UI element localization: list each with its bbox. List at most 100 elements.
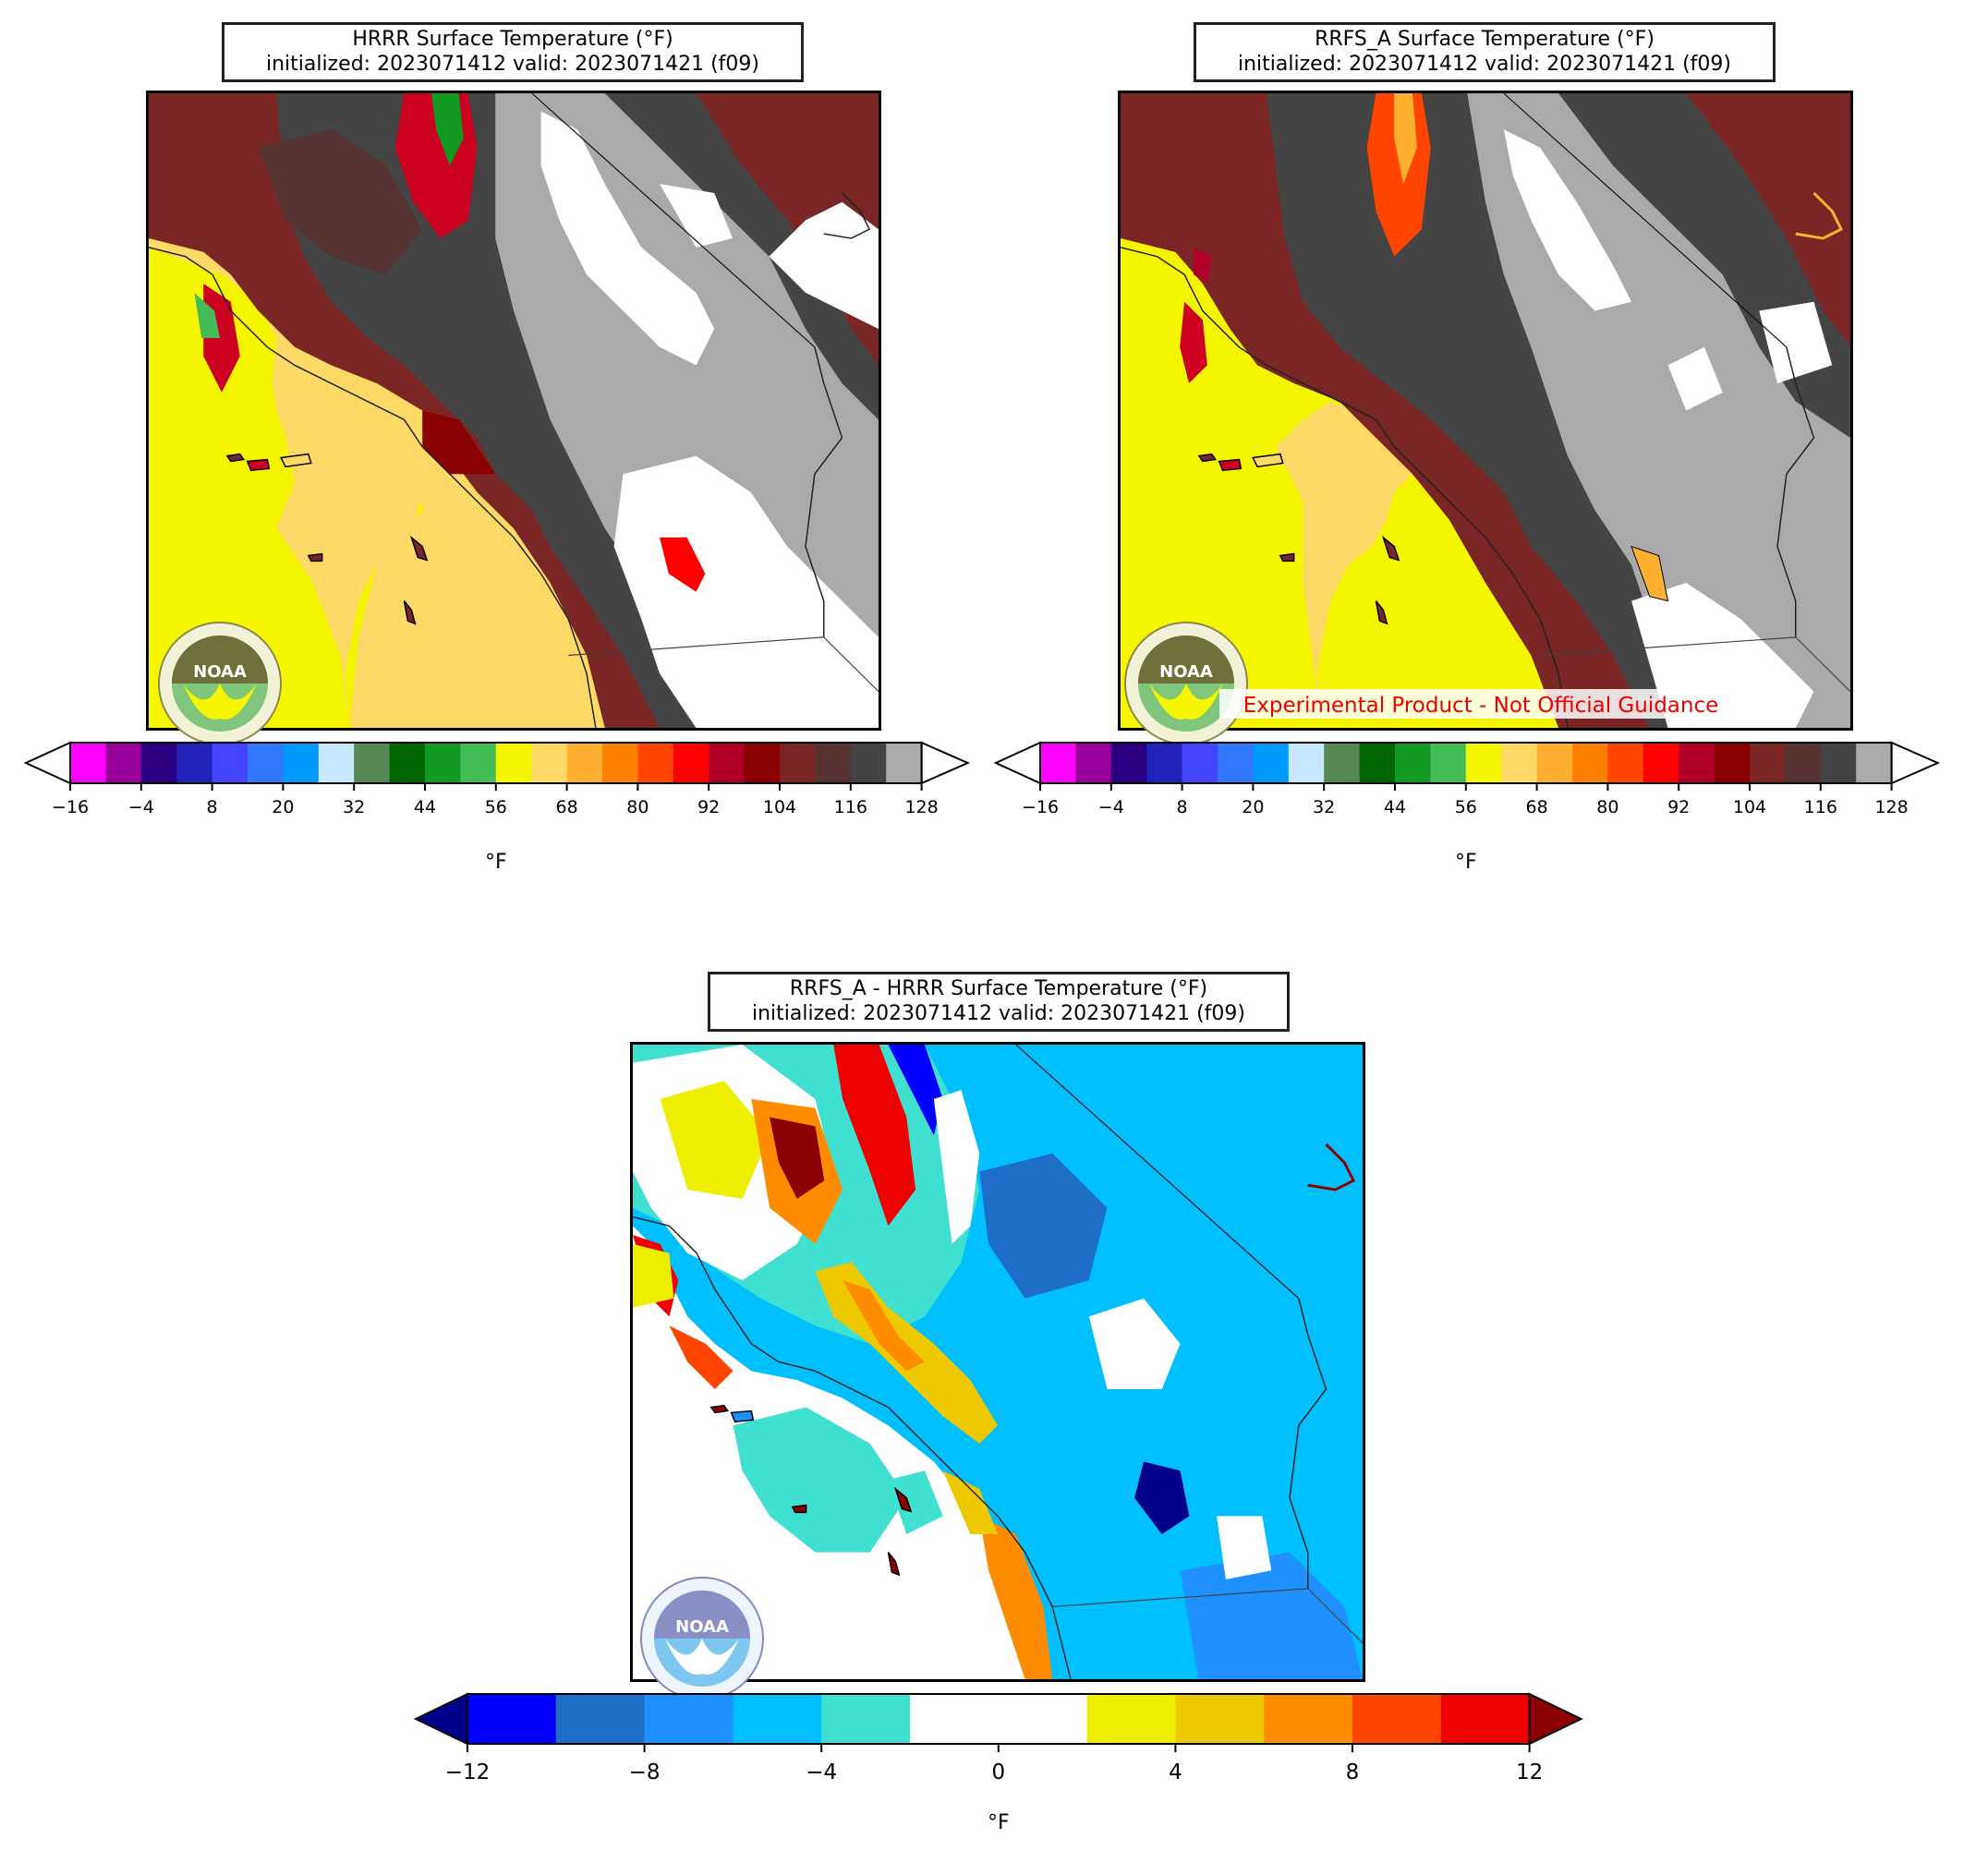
colorbar-tick-label: 104 — [763, 797, 796, 817]
colorbar-swatch — [637, 743, 674, 783]
colorbar-swatch — [644, 1694, 733, 1744]
colorbar-swatch — [566, 743, 603, 783]
colorbar-swatch — [850, 743, 887, 783]
colorbar-swatch — [467, 1694, 557, 1744]
colorbar-swatch — [318, 743, 355, 783]
colorbar-swatch — [1324, 743, 1361, 783]
rrfs-title-box: RRFS_A Surface Temperature (°F) initiali… — [1194, 22, 1776, 82]
colorbar-swatch — [212, 743, 248, 783]
colorbar-swatch — [1785, 743, 1822, 783]
colorbar-swatch — [780, 743, 816, 783]
noaa-logo-text: NOAA — [1159, 662, 1213, 682]
colorbar-swatch — [1820, 743, 1857, 783]
colorbar-swatch — [1288, 743, 1325, 783]
colorbar-swatch — [140, 743, 177, 783]
noaa-logo-hrrr: NOAA — [158, 622, 282, 745]
colorbar-swatch — [821, 1694, 911, 1744]
colorbar-swatch — [1501, 743, 1538, 783]
over-triangle — [920, 741, 971, 785]
diff-title-box: RRFS_A - HRRR Surface Temperature (°F) i… — [708, 972, 1290, 1032]
colorbar-swatch — [1536, 743, 1573, 783]
colorbar-swatch — [1572, 743, 1608, 783]
colorbar-tick-label: 80 — [1596, 797, 1618, 817]
colorbar-tick-label: −8 — [629, 1760, 661, 1784]
colorbar-tick-label: 44 — [1384, 797, 1406, 817]
colorbar-swatch — [1253, 743, 1290, 783]
colorbar-tick-label: 8 — [207, 797, 218, 817]
hrrr-subtitle: initialized: 2023071412 valid: 202307142… — [266, 53, 759, 76]
colorbar-swatch — [1714, 743, 1751, 783]
colorbar-swatch — [1075, 743, 1112, 783]
over-triangle — [1890, 741, 1941, 785]
colorbar-tick-label: 128 — [1874, 797, 1908, 817]
colorbar-swatch — [460, 743, 497, 783]
diff-colorbar: −12 −8 −4 0 4 8 12 °F — [413, 1690, 1583, 1834]
colorbar-unit: °F — [485, 851, 507, 874]
colorbar-swatch — [495, 743, 532, 783]
diff-subtitle: initialized: 2023071412 valid: 202307142… — [752, 1002, 1245, 1025]
colorbar-swatch — [1110, 743, 1147, 783]
colorbar-tick-label: 116 — [834, 797, 867, 817]
experimental-banner-text: Experimental Product - Not Official Guid… — [1243, 694, 1719, 718]
colorbar-swatch — [1182, 743, 1218, 783]
colorbar-tick-label: 8 — [1346, 1760, 1360, 1784]
colorbar-tick-label: 4 — [1169, 1760, 1182, 1784]
colorbar-swatch — [105, 743, 142, 783]
colorbar-swatch — [176, 743, 213, 783]
noaa-logo-diff: NOAA — [640, 1577, 764, 1700]
colorbar-tick-label: 56 — [485, 797, 507, 817]
colorbar-tick-label: 68 — [556, 797, 578, 817]
colorbar-tick-label: 20 — [272, 797, 294, 817]
colorbar-swatch — [1440, 1694, 1531, 1744]
colorbar-swatch — [283, 743, 320, 783]
colorbar-tick-label: 32 — [1313, 797, 1335, 817]
colorbar-tick-label: 56 — [1455, 797, 1477, 817]
colorbar-tick-label: 32 — [343, 797, 365, 817]
colorbar-unit: °F — [988, 1811, 1010, 1834]
noaa-logo-text: NOAA — [675, 1617, 729, 1637]
colorbar-tick-label: −4 — [1098, 797, 1124, 817]
colorbar-swatch — [1264, 1694, 1353, 1744]
colorbar-swatch — [354, 743, 391, 783]
colorbar-swatch — [673, 743, 709, 783]
colorbar-unit: °F — [1455, 851, 1477, 874]
colorbar-swatch — [1352, 1694, 1442, 1744]
colorbar-tick-label: 92 — [1667, 797, 1690, 817]
colorbar-swatch — [555, 1694, 646, 1744]
colorbar-swatch — [733, 1694, 822, 1744]
experimental-banner: Experimental Product - Not Official Guid… — [1219, 689, 1742, 719]
under-triangle — [993, 741, 1041, 785]
colorbar-swatch — [744, 743, 781, 783]
colorbar-tick-label: 20 — [1242, 797, 1264, 817]
hrrr-map — [146, 91, 881, 731]
colorbar-swatch — [1856, 743, 1893, 783]
colorbar-swatch — [998, 1694, 1088, 1744]
colorbar-swatch — [531, 743, 568, 783]
colorbar-swatch — [1175, 1694, 1265, 1744]
colorbar-swatch — [1395, 743, 1431, 783]
diff-title: RRFS_A - HRRR Surface Temperature (°F) — [789, 977, 1208, 1000]
diff-map — [630, 1042, 1365, 1682]
colorbar-tick-label: 92 — [697, 797, 720, 817]
colorbar-swatch — [1750, 743, 1786, 783]
colorbar-tick-label: 128 — [904, 797, 938, 817]
colorbar-tick-label: −16 — [52, 797, 89, 817]
rrfs-title: RRFS_A Surface Temperature (°F) — [1315, 28, 1655, 51]
colorbar-swatch — [248, 743, 284, 783]
colorbar-tick-label: −12 — [445, 1760, 491, 1784]
colorbar-swatch — [709, 743, 746, 783]
colorbar-swatch — [70, 743, 106, 783]
colorbar-swatch — [1465, 743, 1502, 783]
under-triangle — [413, 1692, 468, 1746]
colorbar-swatch — [389, 743, 426, 783]
colorbar-swatch — [602, 743, 638, 783]
over-triangle — [1528, 1692, 1583, 1746]
colorbar-swatch — [1643, 743, 1679, 783]
colorbar-tick-label: 68 — [1526, 797, 1548, 817]
colorbar-swatch — [815, 743, 852, 783]
rrfs-subtitle: initialized: 2023071412 valid: 202307142… — [1238, 53, 1731, 76]
colorbar-swatch — [1040, 743, 1076, 783]
colorbar-tick-label: 0 — [991, 1760, 1005, 1784]
hrrr-title: HRRR Surface Temperature (°F) — [352, 28, 673, 51]
colorbar-tick-label: 44 — [414, 797, 436, 817]
